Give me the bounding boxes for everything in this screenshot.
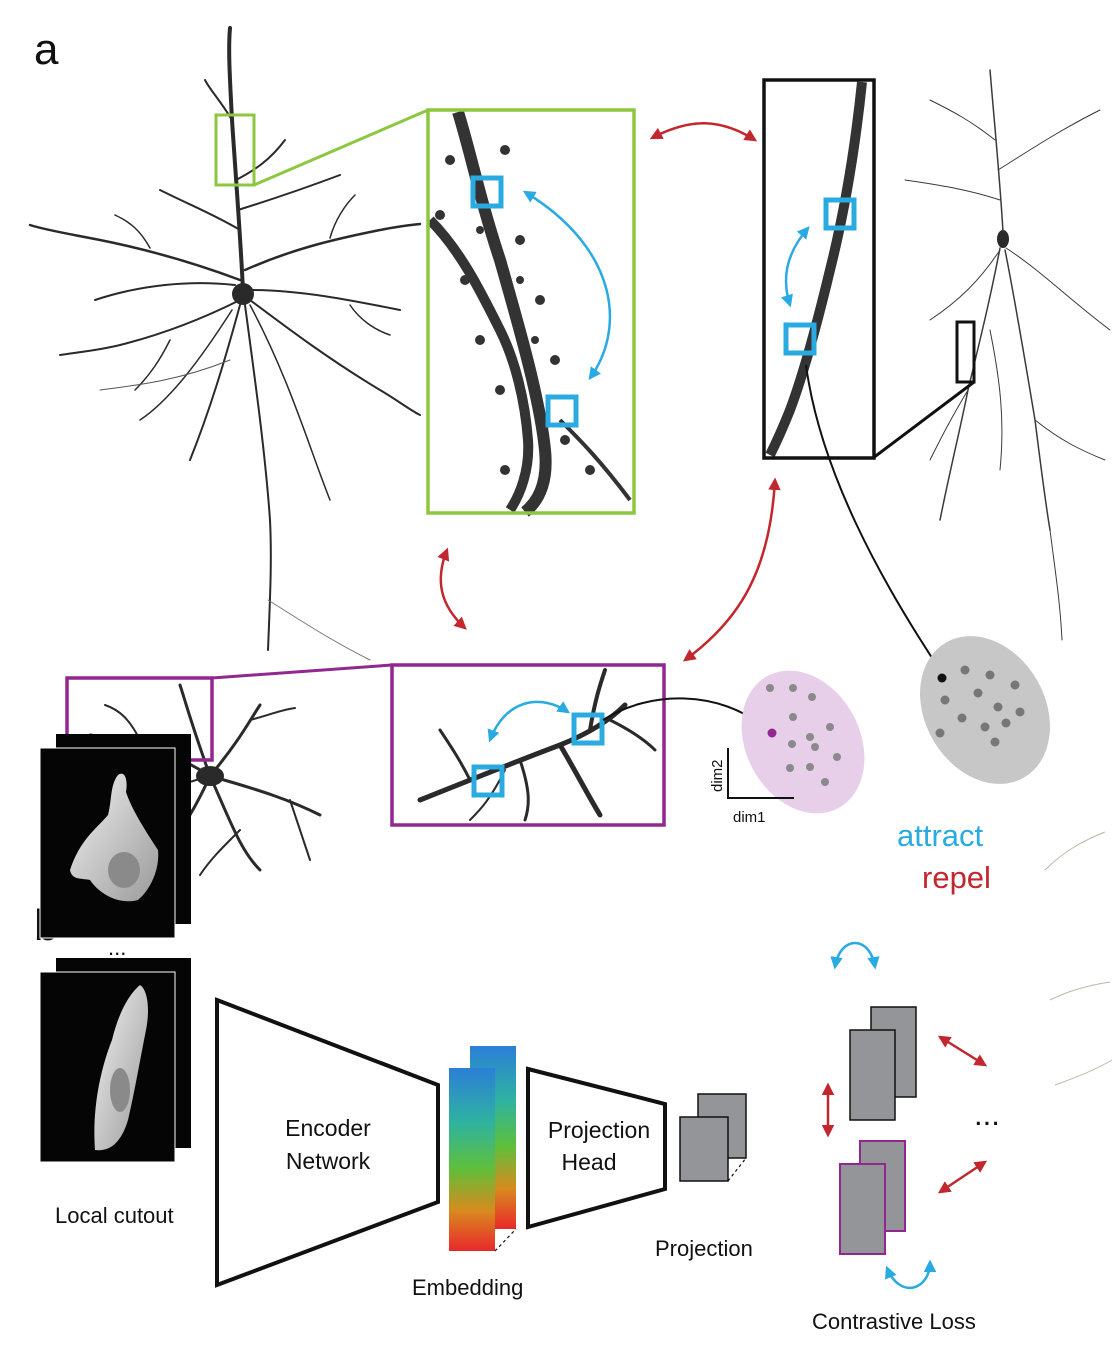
embedding-axes: dim1 dim2 <box>709 748 794 826</box>
embedding-label: Embedding <box>412 1275 523 1300</box>
projection-vectors <box>679 1093 747 1182</box>
green-zoom-frame <box>426 108 636 515</box>
projection-label: Projection <box>655 1236 753 1261</box>
legend-repel: repel <box>922 860 991 895</box>
pyramidal-neuron-image <box>28 26 422 661</box>
positive-patch-2 <box>783 322 817 356</box>
attract-arrow-purple-pair <box>884 1259 937 1290</box>
purple-zoom-inset <box>390 663 666 827</box>
gray-cluster <box>920 636 1050 784</box>
legend-attract: attract <box>897 818 984 853</box>
encoder-network-block <box>215 997 440 1288</box>
embedding-vectors <box>449 1046 517 1252</box>
contrastive-loss-label: Contrastive Loss <box>812 1309 976 1334</box>
y-axis-label: dim2 <box>709 759 726 792</box>
black-zoom-frame <box>762 78 876 460</box>
repel-arrow-top <box>649 122 758 142</box>
encoder-label-line1: Encoder <box>285 1115 371 1141</box>
cutout-stack-bottom <box>39 958 191 1163</box>
purple-cluster <box>741 670 865 814</box>
positive-patch-1 <box>545 394 579 428</box>
anchor-patch-3 <box>571 712 605 746</box>
input-label: Local cutout <box>55 1203 174 1228</box>
anchor-patch-2 <box>823 197 857 231</box>
projection-head-line1: Projection <box>548 1117 650 1143</box>
repel-arrow-right <box>682 477 781 662</box>
stray-neurite-fragments <box>1044 831 1113 1086</box>
black-zoom-line <box>872 380 975 460</box>
anchor-patch-1 <box>470 175 504 209</box>
projection-head-block <box>526 1066 667 1230</box>
black-zoom-inset <box>762 78 876 460</box>
contrastive-pair-purple <box>839 1140 906 1255</box>
loss-ellipsis: ... <box>974 1097 1000 1132</box>
projection-arrow-purple <box>602 697 767 730</box>
positive-patch-3 <box>471 764 505 798</box>
x-axis-label: dim1 <box>733 809 766 826</box>
green-zoom-inset <box>426 108 636 517</box>
green-zoom-line <box>253 108 429 187</box>
encoder-label-line2: Network <box>286 1148 371 1174</box>
attract-arrow-green <box>522 190 612 381</box>
repel-arrow-loss-top <box>937 1035 988 1067</box>
attract-arrow-gray-pair <box>830 941 880 970</box>
attract-arrow-black <box>781 226 810 308</box>
repel-arrow-left <box>437 547 467 630</box>
projection-head-line2: Head <box>562 1149 617 1175</box>
green-source-box <box>214 113 256 187</box>
right-neuron-image <box>904 69 1111 641</box>
contrastive-pair-gray <box>849 1006 917 1121</box>
input-ellipsis: ... <box>108 935 126 960</box>
projection-arrow-black <box>805 364 944 675</box>
cutout-stack-top <box>39 734 191 939</box>
purple-zoom-frame <box>390 663 666 827</box>
repel-arrow-loss-bottom <box>937 1160 988 1194</box>
purple-zoom-line <box>211 663 393 680</box>
black-source-box <box>955 320 976 384</box>
panel-a-letter: a <box>34 25 59 74</box>
attract-arrow-purple <box>487 700 571 743</box>
